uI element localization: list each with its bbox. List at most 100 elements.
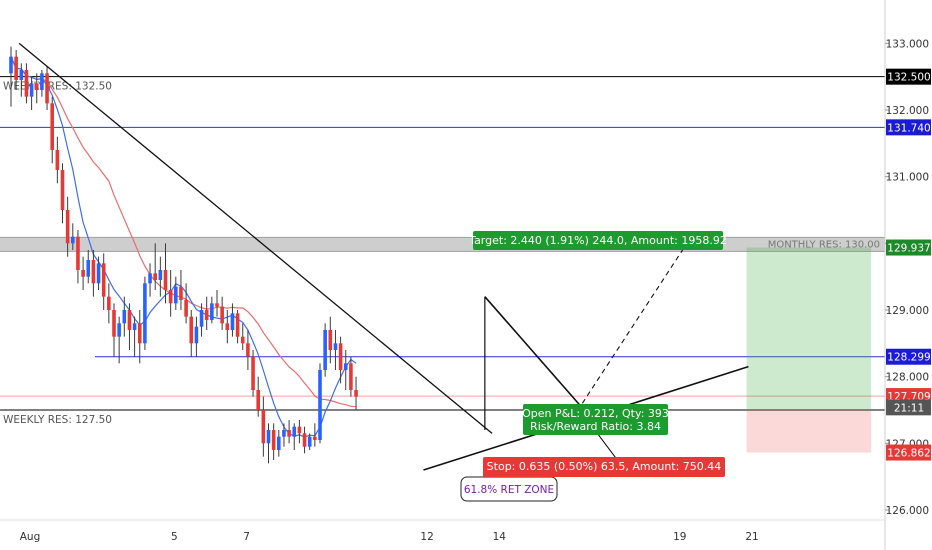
price-tag-label: 126.862 xyxy=(887,448,930,460)
candle xyxy=(158,256,163,297)
moving-averages xyxy=(10,56,357,438)
candle-body xyxy=(256,390,260,410)
candle-body xyxy=(179,286,183,300)
candle xyxy=(292,423,297,450)
candle xyxy=(117,316,121,364)
candle xyxy=(137,310,142,364)
candle-body xyxy=(158,270,163,280)
candle-body xyxy=(277,436,281,450)
candle xyxy=(65,196,70,257)
candle-body xyxy=(168,290,173,304)
candle-body xyxy=(246,343,250,357)
candle-body xyxy=(86,260,91,277)
candle xyxy=(323,323,327,377)
candle xyxy=(60,163,65,224)
candle-body xyxy=(297,426,302,434)
candle-body xyxy=(184,300,188,317)
candle xyxy=(210,296,214,324)
price-tick-label: 126.000 xyxy=(886,505,929,517)
candle-body xyxy=(101,263,106,297)
price-tick-label: 133.000 xyxy=(886,38,929,50)
candles xyxy=(9,46,358,464)
price-tag-label: 132.500 xyxy=(887,72,930,84)
candle-body xyxy=(112,310,116,337)
price-tag: 132.500 xyxy=(886,68,931,85)
ret-zone-callout: 61.8% RET ZONE xyxy=(460,476,558,502)
candle xyxy=(112,303,116,357)
candle-body xyxy=(302,433,307,447)
candle xyxy=(220,296,224,330)
candle xyxy=(24,63,29,104)
time-tick-label: 21 xyxy=(745,531,758,543)
price-tick-label: 131.000 xyxy=(886,172,929,184)
stop-label-bg xyxy=(483,457,725,477)
candle-body xyxy=(349,363,353,390)
candle-body xyxy=(24,70,29,97)
candle-body xyxy=(50,103,54,150)
candle-body xyxy=(210,303,214,320)
price-tag-bg xyxy=(886,444,931,461)
candle-body xyxy=(313,436,317,440)
candle-body xyxy=(29,83,34,97)
candle-body xyxy=(333,343,338,350)
candle xyxy=(318,363,322,444)
candle xyxy=(29,76,34,110)
candle xyxy=(225,310,230,344)
price-tag-bg xyxy=(886,399,931,416)
candle-body xyxy=(282,430,286,437)
stop-label-text: Stop: 0.635 (0.50%) 63.5, Amount: 750.44 xyxy=(487,460,722,473)
candle xyxy=(194,316,199,357)
price-tag-bg xyxy=(886,68,931,85)
candle-body xyxy=(81,270,85,277)
time-tick-label: 14 xyxy=(493,531,507,543)
candle xyxy=(307,433,312,450)
candle xyxy=(204,296,209,330)
candle-body xyxy=(60,170,65,210)
candle xyxy=(86,250,91,284)
candle-body xyxy=(76,236,80,270)
candle-body xyxy=(204,310,209,320)
candle xyxy=(34,73,39,104)
candle-body xyxy=(271,430,276,450)
time-tick-label: 7 xyxy=(243,531,250,543)
candle-body xyxy=(343,363,348,370)
candle-body xyxy=(354,390,358,397)
candle xyxy=(148,263,152,297)
candle xyxy=(184,283,188,324)
candle-body xyxy=(261,410,266,444)
horizontal-levels: WEEKLY RES: 132.50 WEEKLY RES: 127.50 xyxy=(0,76,885,426)
candle xyxy=(132,316,137,357)
stop-label: Stop: 0.635 (0.50%) 63.5, Amount: 750.44 xyxy=(483,457,725,477)
candle xyxy=(45,66,49,110)
price-tag-label: 129.937 xyxy=(887,243,930,255)
candle xyxy=(338,336,343,384)
candle xyxy=(251,350,255,397)
candle xyxy=(313,423,317,447)
candle-body xyxy=(240,336,245,344)
candle-body xyxy=(137,323,142,344)
candle xyxy=(343,350,348,390)
candle xyxy=(199,303,204,337)
candle-body xyxy=(230,313,235,330)
price-axis[interactable]: 126.000127.000128.000129.000130.000131.0… xyxy=(884,0,932,550)
candle-body xyxy=(318,370,322,440)
candle-body xyxy=(215,303,219,307)
candle xyxy=(153,243,157,290)
long-position-tool[interactable] xyxy=(746,247,872,453)
price-tag: 21:11 xyxy=(886,399,931,416)
target-area xyxy=(746,247,872,411)
candle-body xyxy=(292,426,297,437)
price-tag-bg xyxy=(886,119,931,136)
downtrend-line xyxy=(18,42,493,434)
candle-body xyxy=(117,323,121,337)
candle xyxy=(143,276,147,350)
candle-body xyxy=(127,310,132,330)
time-tick-label: 5 xyxy=(171,531,178,543)
candle xyxy=(96,256,101,290)
candle-body xyxy=(71,236,75,244)
candle-body xyxy=(307,436,312,447)
candle xyxy=(297,420,302,444)
candle xyxy=(71,223,75,250)
